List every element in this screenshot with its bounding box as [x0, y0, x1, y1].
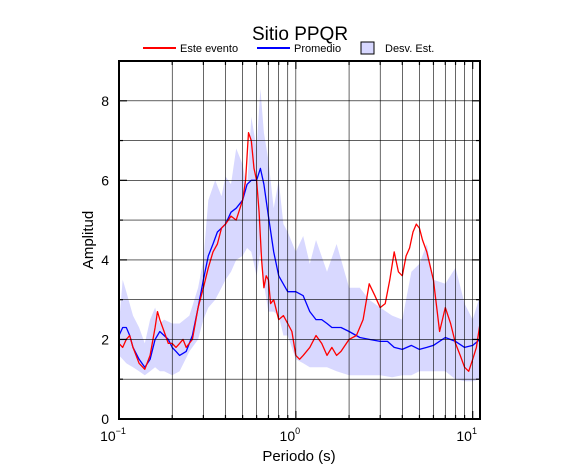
- series-line-promedio: [118, 167, 481, 368]
- axis-ticks: 0 2 4 6 8 10−1 100 101: [100, 60, 480, 444]
- y-tick-label: 2: [101, 331, 109, 347]
- legend-label-desv-est: Desv. Est.: [385, 43, 434, 55]
- legend-swatch-desv-est: [360, 41, 375, 55]
- chart-title: Sitio PPQR: [252, 24, 348, 45]
- y-tick-label: 8: [101, 93, 109, 109]
- y-tick-label: 4: [101, 252, 109, 268]
- y-axis-label: Amplitud: [80, 211, 97, 269]
- plot-area: [118, 88, 481, 382]
- x-tick-label: 10−1: [100, 426, 126, 444]
- y-tick-label: 0: [101, 411, 109, 427]
- y-tick-label: 6: [101, 172, 109, 188]
- x-axis-label: Periodo (s): [262, 448, 335, 465]
- x-tick-label: 101: [456, 426, 477, 444]
- band-desv-est: [119, 88, 480, 382]
- legend-label-promedio: Promedio: [294, 43, 341, 55]
- x-tick-label: 100: [280, 426, 301, 444]
- legend: Este evento Promedio Desv. Est.: [143, 41, 434, 55]
- legend-label-este-evento: Este evento: [180, 43, 238, 55]
- series-line-este-evento: [118, 131, 481, 372]
- plot-frame: [118, 60, 481, 420]
